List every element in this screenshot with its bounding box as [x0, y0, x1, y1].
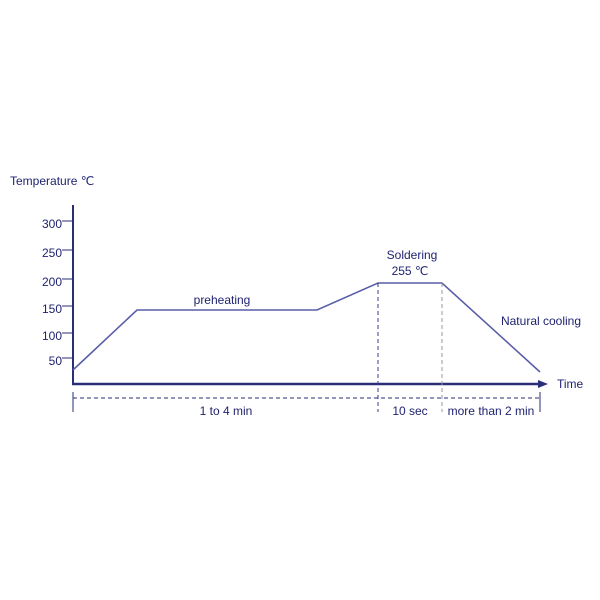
y-tick-label: 50	[49, 354, 63, 368]
y-axis-title: Temperature ℃	[10, 174, 94, 188]
y-ticks: 300 250 200 150 100 50	[42, 217, 73, 368]
x-axis-arrow	[538, 380, 548, 388]
stage-label: preheating	[194, 293, 251, 307]
duration-label: 10 sec	[392, 404, 427, 418]
peak-label: 255 ℃	[392, 264, 429, 278]
temperature-profile	[72, 282, 541, 373]
y-tick-label: 100	[42, 329, 62, 343]
y-tick-label: 150	[42, 302, 62, 316]
y-tick-label: 200	[42, 275, 62, 289]
duration-label: 1 to 4 min	[200, 404, 253, 418]
duration-label: more than 2 min	[448, 404, 535, 418]
y-tick-label: 300	[42, 217, 62, 231]
x-axis-title: Time	[557, 377, 584, 391]
stage-label: Natural cooling	[501, 314, 581, 328]
stage-label: Soldering	[387, 248, 438, 262]
y-tick-label: 250	[42, 246, 62, 260]
